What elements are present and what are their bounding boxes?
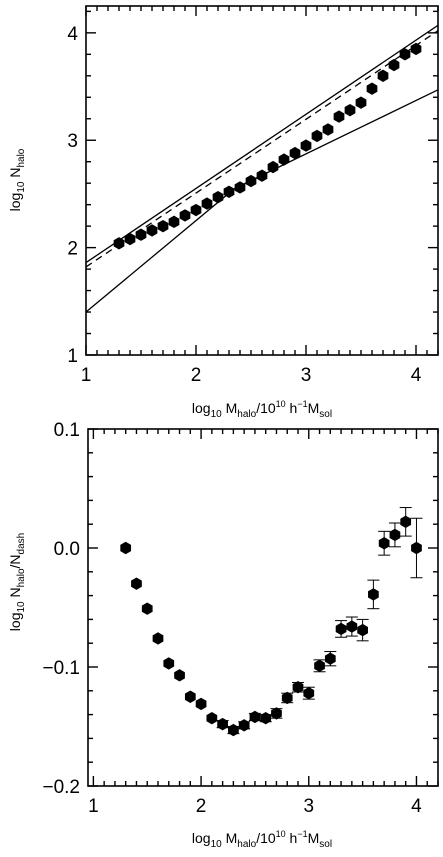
y-tick-label: 2 [67, 239, 78, 260]
data-point [124, 232, 136, 246]
data-point [113, 237, 125, 250]
top-ticks [85, 6, 439, 356]
top-x-axis-label: log10 Mhalo/1010 h−1Msol [192, 399, 332, 420]
data-point [249, 710, 261, 724]
y-tick-label: 3 [67, 131, 78, 152]
top-tick-labels: 1 2 3 4 1 2 3 4 [67, 24, 421, 386]
dashed-fit-line [85, 30, 439, 268]
data-point [223, 185, 235, 198]
data-point [217, 717, 228, 731]
data-point [168, 215, 180, 229]
data-point [141, 602, 153, 615]
data-point [201, 197, 213, 210]
y-tick-label: 1 [67, 346, 78, 367]
data-point [195, 697, 207, 711]
data-point [410, 42, 422, 56]
data-point [131, 577, 142, 590]
bottom-tick-labels: 1 2 3 4 −0.2 −0.1 0.0 0.1 [42, 420, 422, 817]
data-point [292, 681, 304, 694]
x-tick-label: 3 [301, 365, 312, 386]
bottom-panel: 1 2 3 4 −0.2 −0.1 0.0 0.1 log10 Mhalo/1010 h−1M… [7, 420, 439, 850]
data-point [314, 659, 325, 673]
data-point [368, 588, 379, 601]
y-tick-label: 0.1 [54, 420, 80, 441]
y-tick-label: 0.0 [54, 539, 80, 560]
bottom-error-bars [216, 507, 423, 735]
x-tick-label: 1 [88, 796, 99, 817]
data-point [271, 707, 282, 720]
data-point [135, 228, 147, 241]
data-point [234, 181, 246, 194]
data-point [256, 169, 268, 182]
data-point [190, 203, 202, 217]
data-point [228, 723, 239, 737]
data-point [324, 652, 336, 665]
data-point [378, 537, 390, 550]
bottom-x-axis-label: log10 Mhalo/1010 h−1Msol [192, 829, 332, 850]
data-point [278, 153, 290, 166]
data-point [179, 209, 191, 222]
bottom-plot-frame [87, 428, 439, 787]
data-point [303, 686, 315, 700]
data-point [333, 110, 345, 123]
data-point [281, 691, 293, 705]
data-point [389, 528, 401, 542]
data-point [260, 711, 272, 725]
bottom-data-points [120, 515, 422, 737]
data-point [289, 146, 301, 160]
data-point [174, 669, 185, 682]
data-point [357, 623, 368, 637]
y-tick-label: −0.2 [42, 777, 80, 798]
x-tick-label: 1 [81, 365, 92, 386]
y-tick-label: −0.1 [42, 658, 80, 679]
x-tick-label: 3 [303, 796, 314, 817]
data-point [388, 58, 400, 72]
data-point [399, 48, 411, 61]
data-point [267, 160, 279, 174]
data-point [311, 129, 323, 143]
data-point [355, 96, 367, 109]
solid-fit-line [85, 89, 439, 313]
x-tick-label: 4 [411, 365, 422, 386]
data-point [346, 620, 358, 633]
data-point [146, 224, 158, 237]
data-point [152, 632, 164, 645]
data-point [400, 515, 412, 529]
x-tick-label: 2 [191, 365, 202, 386]
data-point [212, 190, 224, 204]
bottom-y-axis-label: log10 Nhalo/Ndash [7, 533, 27, 631]
data-point [206, 711, 218, 725]
data-point [335, 622, 347, 636]
data-point [366, 82, 378, 95]
data-point [163, 657, 175, 670]
y-tick-label: 4 [67, 24, 78, 45]
data-point [377, 69, 389, 82]
top-data-points [113, 42, 422, 250]
top-model-lines [85, 24, 439, 313]
data-point [322, 123, 334, 136]
data-point [120, 541, 132, 555]
x-tick-label: 2 [196, 796, 207, 817]
data-point [157, 219, 169, 233]
data-point [344, 103, 356, 117]
data-point [238, 719, 250, 732]
top-y-axis-label: log10 Nhalo [7, 148, 27, 211]
solid-fit-line [85, 24, 439, 264]
data-point [184, 690, 196, 703]
data-point [245, 174, 257, 188]
x-tick-label: 4 [411, 796, 422, 817]
bottom-ticks [88, 428, 439, 787]
data-point [300, 139, 312, 152]
top-panel: 1 2 3 4 1 2 3 4 log10 Mhalo/1010 h−1Msol log10 … [7, 5, 439, 420]
data-point [411, 541, 422, 555]
